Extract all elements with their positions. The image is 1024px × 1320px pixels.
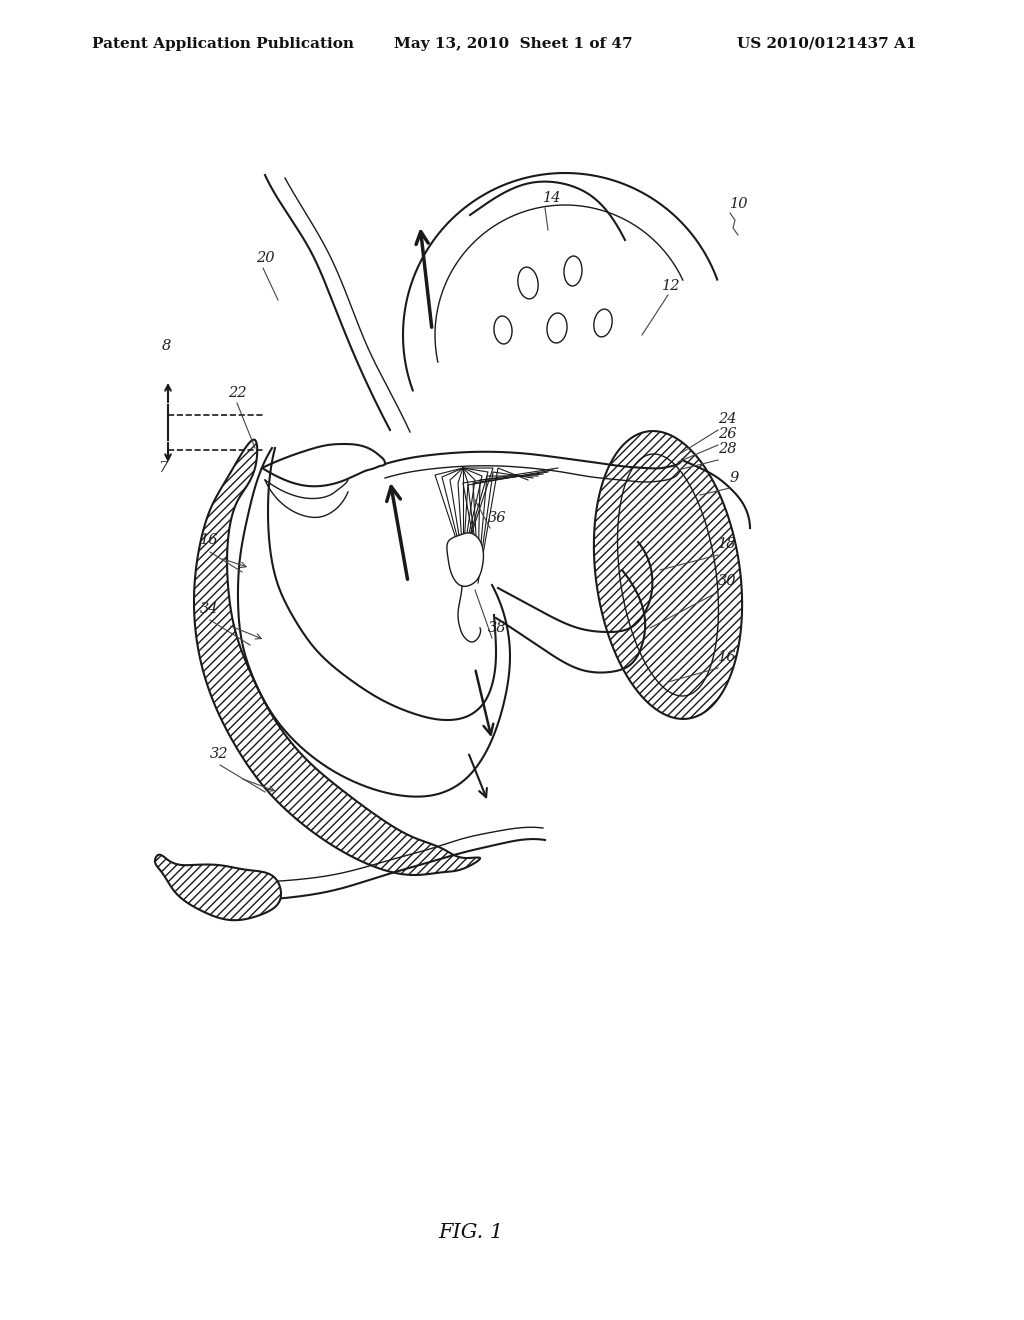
Ellipse shape — [564, 256, 582, 286]
Polygon shape — [155, 854, 281, 920]
Text: FIG. 1: FIG. 1 — [438, 1224, 504, 1242]
Text: US 2010/0121437 A1: US 2010/0121437 A1 — [737, 37, 916, 50]
Text: 12: 12 — [662, 279, 681, 293]
Text: 20: 20 — [256, 251, 274, 265]
Text: 34: 34 — [200, 602, 218, 616]
Text: 9: 9 — [730, 471, 739, 484]
Text: May 13, 2010  Sheet 1 of 47: May 13, 2010 Sheet 1 of 47 — [394, 37, 633, 50]
Ellipse shape — [518, 267, 539, 298]
Text: 24: 24 — [718, 412, 736, 426]
Polygon shape — [446, 533, 483, 586]
Text: 38: 38 — [488, 620, 507, 635]
Text: 36: 36 — [488, 511, 507, 525]
Polygon shape — [194, 440, 480, 875]
Text: 18: 18 — [718, 537, 736, 550]
Text: 32: 32 — [210, 747, 228, 762]
Text: 14: 14 — [543, 191, 561, 205]
Text: 7: 7 — [158, 461, 167, 475]
Polygon shape — [594, 432, 742, 719]
Text: 16: 16 — [718, 649, 736, 664]
Text: 30: 30 — [718, 574, 736, 587]
Ellipse shape — [594, 309, 612, 337]
Text: 22: 22 — [228, 385, 247, 400]
Text: 28: 28 — [718, 442, 736, 455]
Text: 26: 26 — [718, 426, 736, 441]
Text: 8: 8 — [162, 339, 171, 352]
Text: Patent Application Publication: Patent Application Publication — [92, 37, 354, 50]
Text: 16: 16 — [200, 533, 218, 546]
Ellipse shape — [494, 315, 512, 345]
Text: 10: 10 — [730, 197, 749, 211]
Ellipse shape — [547, 313, 567, 343]
